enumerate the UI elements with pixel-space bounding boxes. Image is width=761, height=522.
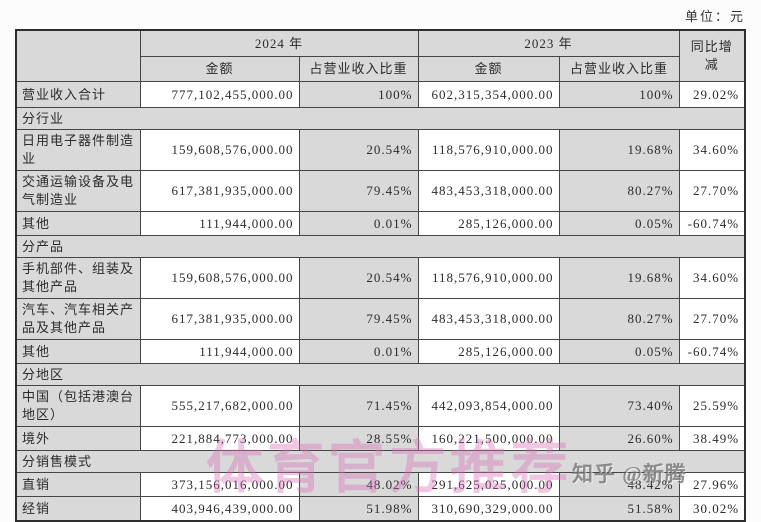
proportion-2023-cell: 73.40% [558, 385, 680, 427]
table-row: 其他 111,944,000.00 0.01% 285,126,000.00 0.05%… [15, 211, 746, 236]
amount-2024-cell: 555,217,682,000.00 [139, 385, 300, 427]
row-label-cell: 交通运输设备及电气制造业 [15, 170, 141, 212]
yoy-cell: -60.74% [678, 339, 746, 364]
row-label-cell: 境外 [15, 426, 141, 451]
amount-2023-cell: 291,625,025,000.00 [417, 472, 560, 497]
amount-2024-cell: 777,102,455,000.00 [139, 81, 300, 108]
yoy-cell: 27.70% [678, 170, 746, 212]
proportion-2024-cell: 48.02% [298, 472, 419, 497]
proportion-2024-cell: 79.45% [298, 170, 419, 212]
proportion-2024-cell: 20.54% [298, 257, 419, 299]
year-2023-header: 2023 年 [417, 29, 680, 57]
row-label-cell: 手机部件、组装及其他产品 [15, 257, 141, 299]
proportion-2024-cell: 71.45% [298, 385, 419, 427]
amount-2023-cell: 483,453,318,000.00 [417, 170, 560, 212]
yoy-cell: 30.02% [678, 496, 746, 522]
proportion-2023-cell: 48.42% [558, 472, 680, 497]
yoy-cell: 27.70% [678, 298, 746, 340]
amount-2024-cell: 159,608,576,000.00 [139, 257, 300, 299]
amount-2023-cell: 483,453,318,000.00 [417, 298, 560, 340]
proportion-2023-cell: 80.27% [558, 298, 680, 340]
unit-label: 单位：元 [684, 9, 745, 24]
yoy-cell: 34.60% [678, 129, 746, 171]
section-label: 分地区 [15, 363, 746, 386]
amount-2023-cell: 602,315,354,000.00 [417, 81, 560, 108]
section-row: 分行业 [15, 107, 746, 130]
row-label-cell: 直销 [15, 472, 141, 497]
yoy-cell: 27.96% [678, 472, 746, 497]
table-row: 汽车、汽车相关产品及其他产品 617,381,935,000.00 79.45% 48… [15, 298, 746, 340]
section-label: 分销售模式 [15, 450, 746, 473]
table-row: 日用电子器件制造业 159,608,576,000.00 20.54% 118,576… [15, 129, 746, 171]
amount-2023-cell: 285,126,000.00 [417, 339, 560, 364]
corner-header-cell [15, 29, 141, 82]
proportion-2023-cell: 100% [558, 81, 680, 108]
amount-2023-header: 金额 [417, 56, 560, 82]
proportion-2024-cell: 0.01% [298, 211, 419, 236]
amount-2024-cell: 403,946,439,000.00 [139, 496, 300, 522]
section-row: 分产品 [15, 235, 746, 258]
row-label-cell: 其他 [15, 339, 141, 364]
amount-2024-cell: 221,884,773,000.00 [139, 426, 300, 451]
table-row: 经销 403,946,439,000.00 51.98% 310,690,329,00… [15, 496, 746, 522]
amount-2023-cell: 160,221,500,000.00 [417, 426, 560, 451]
row-label-cell: 中国（包括港澳台地区） [15, 385, 141, 427]
section-row: 分销售模式 [15, 450, 746, 473]
table-row: 交通运输设备及电气制造业 617,381,935,000.00 79.45% 483,… [15, 170, 746, 212]
amount-2023-cell: 442,093,854,000.00 [417, 385, 560, 427]
table-row: 境外 221,884,773,000.00 28.55% 160,221,500,00… [15, 426, 746, 451]
row-label-cell: 汽车、汽车相关产品及其他产品 [15, 298, 141, 340]
revenue-breakdown-table: 2024 年 2023 年 同比增减 金额 占营业收入比重 金额 占营业收入比重… [15, 29, 747, 522]
amount-2024-cell: 617,381,935,000.00 [139, 170, 300, 212]
row-label-cell: 其他 [15, 211, 141, 236]
amount-2024-cell: 111,944,000.00 [139, 211, 300, 236]
proportion-2023-cell: 19.68% [558, 257, 680, 299]
proportion-2023-cell: 26.60% [558, 426, 680, 451]
table-row: 营业收入合计 777,102,455,000.00 100% 602,315,354,… [15, 81, 746, 108]
proportion-2023-cell: 0.05% [558, 211, 680, 236]
proportion-2024-cell: 51.98% [298, 496, 419, 522]
amount-2023-cell: 310,690,329,000.00 [417, 496, 560, 522]
table-row: 直销 373,156,016,000.00 48.02% 291,625,025,00… [15, 472, 746, 497]
proportion-2023-cell: 19.68% [558, 129, 680, 171]
proportion-2024-cell: 100% [298, 81, 419, 108]
proportion-2023-cell: 80.27% [558, 170, 680, 212]
amount-2024-cell: 159,608,576,000.00 [139, 129, 300, 171]
amount-2023-cell: 118,576,910,000.00 [417, 129, 560, 171]
table-row: 中国（包括港澳台地区） 555,217,682,000.00 71.45% 442,0… [15, 385, 746, 427]
yoy-cell: 38.49% [678, 426, 746, 451]
table-row: 手机部件、组装及其他产品 159,608,576,000.00 20.54% 118,… [15, 257, 746, 299]
proportion-2024-cell: 20.54% [298, 129, 419, 171]
proportion-2024-cell: 79.45% [298, 298, 419, 340]
proportion-2023-cell: 0.05% [558, 339, 680, 364]
yoy-cell: 34.60% [678, 257, 746, 299]
yoy-header: 同比增减 [678, 29, 746, 82]
section-label: 分行业 [15, 107, 746, 130]
proportion-2023-header: 占营业收入比重 [558, 56, 680, 82]
table-body: 营业收入合计 777,102,455,000.00 100% 602,315,354,… [15, 81, 746, 522]
amount-2024-cell: 617,381,935,000.00 [139, 298, 300, 340]
section-label: 分产品 [15, 235, 746, 258]
proportion-2024-cell: 28.55% [298, 426, 419, 451]
table-row: 其他 111,944,000.00 0.01% 285,126,000.00 0.05%… [15, 339, 746, 364]
amount-2024-header: 金额 [139, 56, 300, 82]
proportion-2024-header: 占营业收入比重 [298, 56, 419, 82]
amount-2023-cell: 285,126,000.00 [417, 211, 560, 236]
proportion-2024-cell: 0.01% [298, 339, 419, 364]
proportion-2023-cell: 51.58% [558, 496, 680, 522]
row-label-cell: 营业收入合计 [15, 81, 141, 108]
yoy-cell: 25.59% [678, 385, 746, 427]
yoy-cell: 29.02% [678, 81, 746, 108]
section-row: 分地区 [15, 363, 746, 386]
year-2024-header: 2024 年 [139, 29, 419, 57]
row-label-cell: 经销 [15, 496, 141, 522]
amount-2024-cell: 373,156,016,000.00 [139, 472, 300, 497]
amount-2024-cell: 111,944,000.00 [139, 339, 300, 364]
amount-2023-cell: 118,576,910,000.00 [417, 257, 560, 299]
yoy-cell: -60.74% [678, 211, 746, 236]
row-label-cell: 日用电子器件制造业 [15, 129, 141, 171]
